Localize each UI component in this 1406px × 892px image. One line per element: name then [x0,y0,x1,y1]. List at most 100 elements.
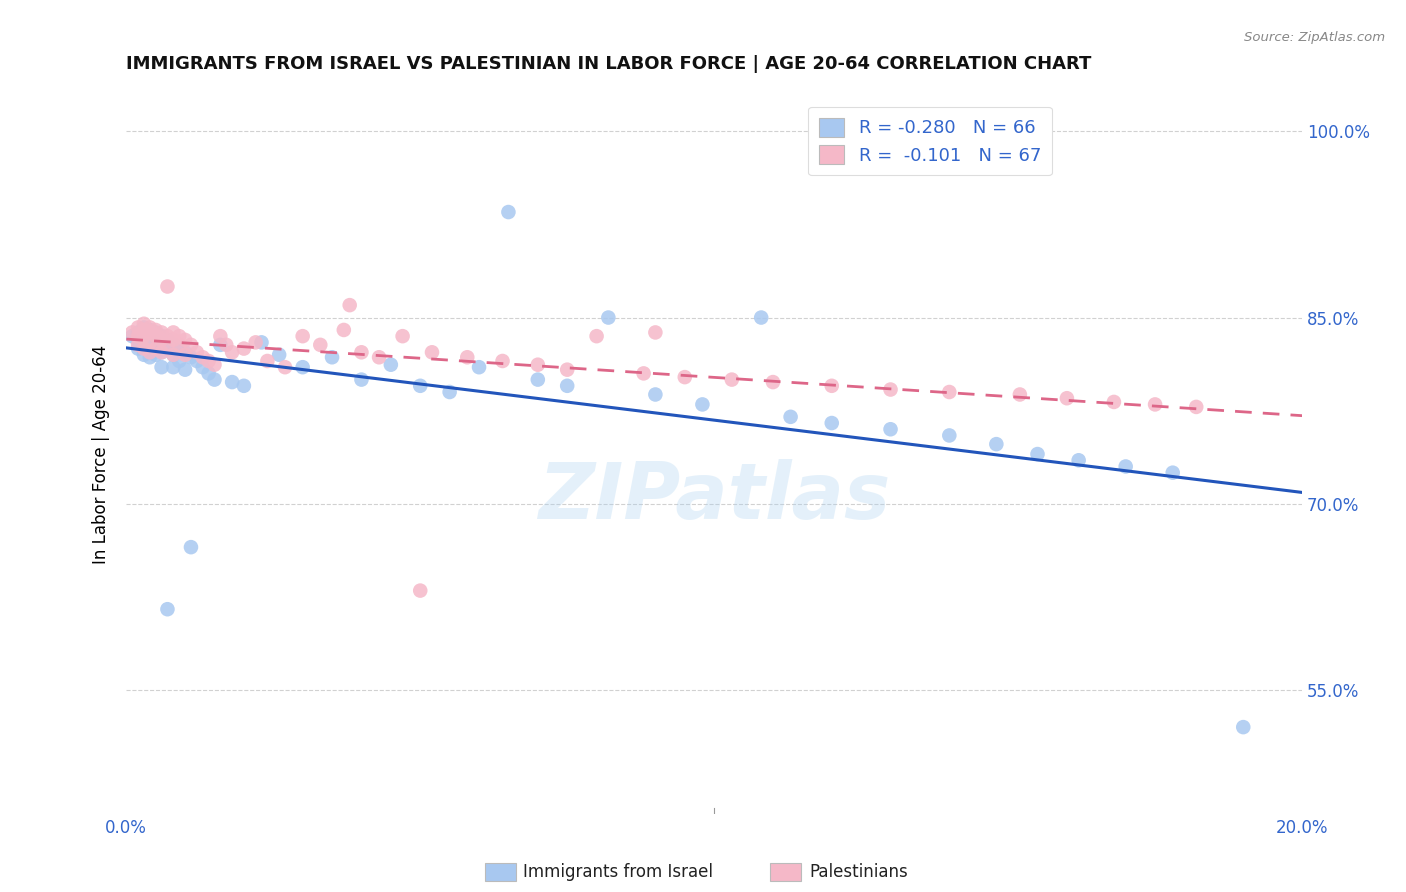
Point [209,338,232,352]
Point [162,360,184,375]
Point [145,333,167,347]
Point [720,373,742,387]
Point [291,360,314,375]
Point [132,326,155,340]
Point [1144,397,1167,411]
Point [167,354,190,368]
Point [186,345,208,359]
Point [145,342,167,356]
Point [150,329,173,343]
Text: ZIPatlas: ZIPatlas [538,459,890,535]
Point [409,583,432,598]
Point [821,416,844,430]
Point [879,422,901,436]
Point [585,329,607,343]
Point [132,329,155,343]
Point [762,375,785,389]
Point [156,329,179,343]
Point [174,348,197,362]
Point [127,342,149,356]
Point [527,373,550,387]
Point [121,329,143,343]
Point [167,342,190,356]
Point [132,323,155,337]
Point [139,329,162,343]
Point [145,329,167,343]
Point [1056,391,1078,405]
Point [215,338,238,352]
Point [197,367,219,381]
Point [633,367,655,381]
Point [274,360,297,375]
Point [162,326,184,340]
Point [167,338,190,352]
Point [1161,466,1184,480]
Point [145,326,167,340]
Point [145,348,167,362]
Point [1232,720,1254,734]
Point [821,379,844,393]
Point [938,384,960,399]
Point [156,342,179,356]
Point [145,323,167,337]
Point [180,540,202,554]
Point [139,323,162,337]
Point [555,362,578,376]
Point [232,342,254,356]
Point [127,338,149,352]
Point [139,326,162,340]
Point [439,384,461,399]
Point [132,348,155,362]
Point [1115,459,1137,474]
Point [145,342,167,356]
Point [350,345,373,359]
Point [156,602,179,616]
Point [879,383,901,397]
Point [498,205,520,219]
Point [269,348,291,362]
Point [250,335,273,350]
Point [1185,400,1208,414]
Point [1067,453,1090,467]
Point [555,379,578,393]
Point [779,409,801,424]
Text: IMMIGRANTS FROM ISRAEL VS PALESTINIAN IN LABOR FORCE | AGE 20-64 CORRELATION CHA: IMMIGRANTS FROM ISRAEL VS PALESTINIAN IN… [127,55,1091,73]
Point [644,326,666,340]
Point [139,345,162,359]
Point [150,345,173,359]
Text: Palestinians: Palestinians [810,863,908,881]
Point [162,333,184,347]
Point [150,360,173,375]
Point [221,375,243,389]
Point [156,338,179,352]
Point [333,323,356,337]
Point [644,387,666,401]
Point [1008,387,1031,401]
Point [409,379,432,393]
Point [291,329,314,343]
Point [150,345,173,359]
Text: Immigrants from Israel: Immigrants from Israel [523,863,713,881]
Point [162,348,184,362]
Point [127,335,149,350]
Point [598,310,620,325]
Point [191,360,214,375]
Point [191,351,214,365]
Point [456,351,478,365]
Point [139,320,162,334]
Legend: R = -0.280   N = 66, R =  -0.101   N = 67: R = -0.280 N = 66, R = -0.101 N = 67 [808,107,1052,176]
Point [162,348,184,362]
Point [380,358,402,372]
Point [1102,395,1125,409]
Point [468,360,491,375]
Point [127,320,149,334]
Point [132,317,155,331]
Point [673,370,696,384]
Point [256,354,278,368]
Point [350,373,373,387]
Point [162,338,184,352]
Point [692,397,714,411]
Point [132,333,155,347]
Point [150,338,173,352]
Point [204,373,226,387]
